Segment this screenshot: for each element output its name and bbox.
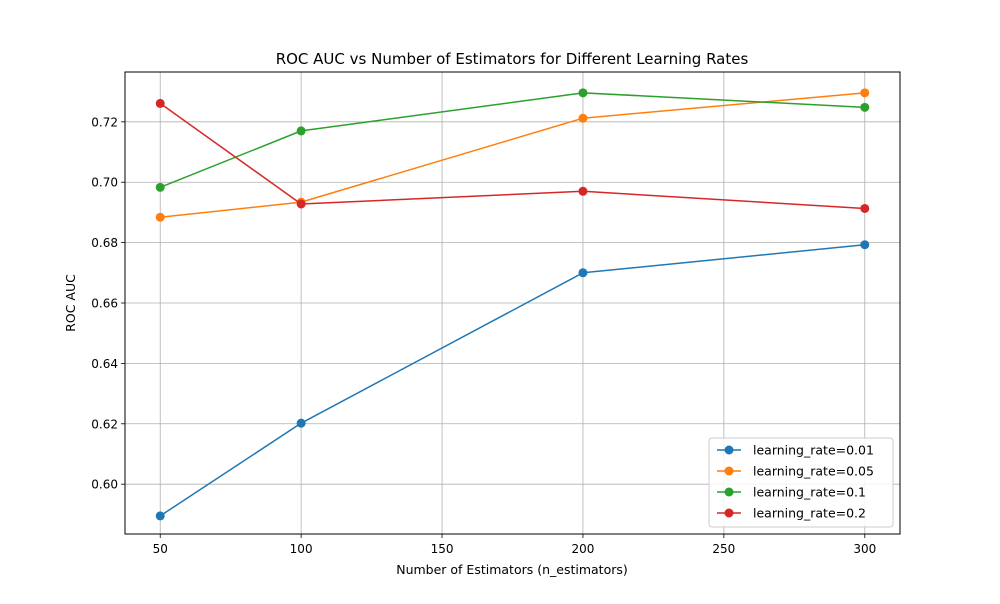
data-point — [578, 268, 588, 278]
series-line — [159, 102, 865, 210]
data-point — [578, 113, 588, 123]
legend-label: learning_rate=0.01 — [753, 443, 874, 458]
grid — [125, 72, 900, 534]
legend-marker — [724, 466, 734, 476]
series-line — [159, 92, 865, 189]
x-tick-label: 250 — [712, 542, 735, 556]
legend-marker — [724, 508, 734, 518]
data-point — [155, 511, 165, 521]
data-point — [155, 98, 165, 108]
legend-marker — [724, 445, 734, 455]
series-line — [159, 243, 865, 517]
legend-entry: learning_rate=0.2 — [717, 506, 866, 521]
y-tick-label: 0.62 — [91, 417, 118, 431]
legend-entry: learning_rate=0.1 — [717, 485, 866, 500]
legend-label: learning_rate=0.05 — [753, 464, 874, 479]
data-point — [578, 88, 588, 98]
legend-marker — [724, 487, 734, 497]
y-tick-label: 0.72 — [91, 115, 118, 129]
data-point — [155, 212, 165, 222]
series-2 — [155, 88, 870, 192]
chart-title: ROC AUC vs Number of Estimators for Diff… — [276, 50, 749, 68]
series-line — [160, 92, 865, 218]
legend-box — [708, 437, 894, 528]
legend-entry: learning_rate=0.05 — [717, 464, 874, 479]
y-tick-label: 0.68 — [91, 236, 118, 250]
legend-entry: learning_rate=0.01 — [717, 443, 874, 458]
x-tick-label: 100 — [290, 542, 313, 556]
y-tick-label: 0.66 — [91, 297, 118, 311]
series-0 — [155, 240, 870, 521]
data-point — [578, 186, 588, 196]
data-point — [296, 199, 306, 209]
data-point — [155, 182, 165, 192]
data-point — [860, 88, 870, 98]
series-layer — [155, 88, 870, 521]
legend: learning_rate=0.01 learning_rate=0.05lear… — [708, 437, 894, 528]
data-point — [296, 418, 306, 428]
x-axis-label: Number of Estimators (n_estimators) — [396, 562, 628, 577]
x-axis: 50 100 150 200 250 300 — [153, 534, 876, 556]
x-tick-label: 50 — [153, 542, 168, 556]
data-point — [860, 240, 870, 250]
data-point — [296, 126, 306, 136]
data-point — [860, 203, 870, 213]
y-tick-label: 0.64 — [91, 357, 118, 371]
x-tick-label: 300 — [853, 542, 876, 556]
data-point — [860, 102, 870, 112]
series-3 — [155, 98, 870, 213]
y-tick-label: 0.70 — [91, 176, 118, 190]
x-tick-label: 200 — [572, 542, 595, 556]
y-tick-label: 0.60 — [91, 478, 118, 492]
legend-label: learning_rate=0.2 — [753, 506, 866, 521]
y-axis-label: ROC AUC — [63, 274, 78, 332]
x-tick-label: 150 — [431, 542, 454, 556]
legend-label: learning_rate=0.1 — [753, 485, 866, 500]
y-axis: 0.60 0.62 0.64 0.66 0.68 0.70 0.72 — [91, 115, 125, 492]
